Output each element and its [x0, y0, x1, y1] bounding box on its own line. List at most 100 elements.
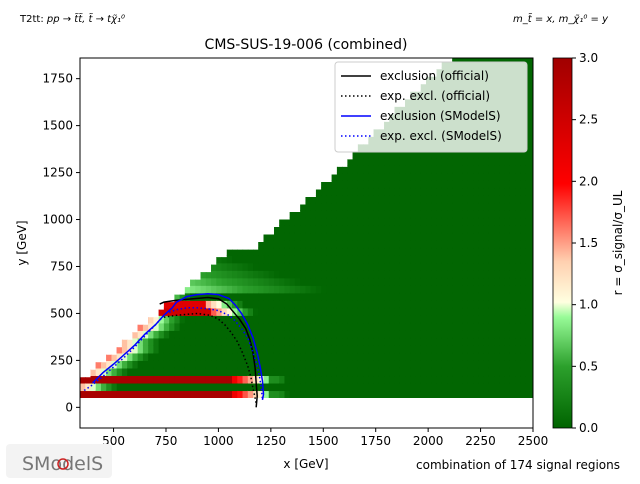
heatmap-cell: [315, 322, 322, 331]
heatmap-cell: [352, 360, 359, 369]
heatmap-cell: [405, 360, 411, 369]
series-line: [159, 296, 258, 408]
heatmap-cell: [483, 352, 490, 361]
heatmap-cell: [263, 337, 270, 346]
heatmap-cell: [368, 195, 375, 204]
heatmap-cell: [294, 367, 301, 377]
heatmap-cell: [415, 345, 422, 354]
colorbar-tick-label: 2.0: [579, 174, 598, 188]
heatmap-cell: [106, 352, 113, 361]
heatmap-cell: [163, 345, 170, 354]
heatmap-cell: [389, 172, 396, 181]
heatmap-cell: [321, 202, 328, 211]
y-tick-label: 500: [50, 306, 73, 320]
heatmap-cell: [253, 330, 259, 339]
heatmap-cell: [394, 210, 401, 219]
heatmap-cell: [158, 352, 165, 361]
heatmap-cell: [509, 315, 516, 324]
heatmap-cell: [467, 285, 474, 294]
heatmap-cell: [509, 240, 516, 249]
heatmap-cell: [525, 262, 532, 271]
heatmap-cell: [352, 315, 359, 324]
heatmap-cell: [279, 255, 286, 264]
heatmap-cell: [310, 232, 317, 241]
heatmap-cell: [420, 240, 427, 249]
colorbar-ticks: 0.00.51.01.52.02.53.0: [572, 51, 598, 435]
heatmap-cell: [321, 277, 328, 286]
heatmap-cell: [478, 202, 485, 211]
heatmap-cell: [305, 352, 312, 361]
heatmap-cell: [415, 367, 422, 377]
heatmap-cell: [247, 285, 254, 294]
heatmap-cell: [347, 232, 354, 241]
heatmap-cell: [368, 240, 375, 249]
heatmap-cell: [305, 375, 312, 384]
heatmap-cell: [515, 232, 522, 241]
heatmap-cell: [441, 270, 448, 279]
heatmap-cell: [237, 292, 244, 301]
heatmap-cell: [420, 330, 427, 339]
heatmap-cell: [116, 375, 123, 384]
heatmap-cell: [499, 157, 506, 166]
heatmap-cell: [321, 345, 328, 354]
heatmap-cell: [200, 270, 207, 279]
heatmap-cell: [315, 217, 322, 226]
heatmap-cell: [520, 58, 527, 61]
heatmap-cell: [504, 157, 511, 166]
heatmap-cell: [253, 307, 259, 316]
heatmap-cell: [342, 352, 348, 361]
heatmap-cell: [326, 270, 333, 279]
heatmap-cell: [389, 165, 396, 174]
heatmap-cell: [447, 232, 453, 241]
heatmap-cell: [394, 382, 401, 392]
heatmap-cell: [253, 352, 259, 361]
heatmap-cell: [520, 300, 527, 309]
heatmap-cell: [200, 285, 207, 294]
heatmap-cell: [268, 255, 275, 264]
heatmap-cell: [195, 277, 202, 286]
heatmap-cell: [478, 165, 485, 174]
heatmap-cell: [441, 165, 448, 174]
heatmap-cell: [384, 225, 390, 234]
heatmap-cell: [525, 382, 532, 392]
heatmap-cell: [226, 337, 233, 346]
heatmap-cell: [195, 292, 202, 301]
heatmap-cell: [405, 255, 411, 264]
heatmap-cell: [284, 217, 291, 226]
heatmap-cell: [426, 270, 432, 279]
heatmap-cell: [488, 352, 495, 361]
heatmap-cell: [315, 232, 322, 241]
heatmap-cell: [373, 180, 380, 189]
heatmap-cell: [452, 307, 459, 316]
heatmap-cell: [205, 330, 212, 339]
heatmap-cell: [127, 382, 134, 392]
heatmap-cell: [452, 315, 459, 324]
heatmap-cell: [384, 360, 390, 369]
heatmap-cell: [258, 255, 265, 264]
heatmap-cell: [483, 240, 490, 249]
heatmap-cell: [294, 330, 301, 339]
heatmap-cell: [494, 217, 501, 226]
heatmap-cell: [452, 330, 459, 339]
heatmap-cell: [279, 375, 286, 384]
heatmap-cell: [258, 337, 265, 346]
heatmap-cell: [389, 157, 396, 166]
heatmap-cell: [494, 375, 501, 384]
heatmap-cell: [232, 262, 238, 271]
heatmap-cell: [394, 187, 401, 196]
heatmap-cell: [483, 390, 490, 398]
heatmap-cell: [389, 285, 396, 294]
heatmap-cell: [263, 375, 270, 384]
heatmap-cell: [509, 300, 516, 309]
heatmap-cell: [504, 307, 511, 316]
heatmap-cell: [315, 300, 322, 309]
heatmap-cell: [237, 345, 244, 354]
heatmap-cell: [336, 240, 343, 249]
heatmap-cell: [457, 300, 464, 309]
heatmap-cell: [373, 217, 380, 226]
heatmap-cell: [342, 232, 348, 241]
heatmap-cell: [389, 187, 396, 196]
heatmap-cell: [436, 315, 443, 324]
heatmap-cell: [247, 255, 254, 264]
heatmap-cell: [137, 322, 144, 331]
